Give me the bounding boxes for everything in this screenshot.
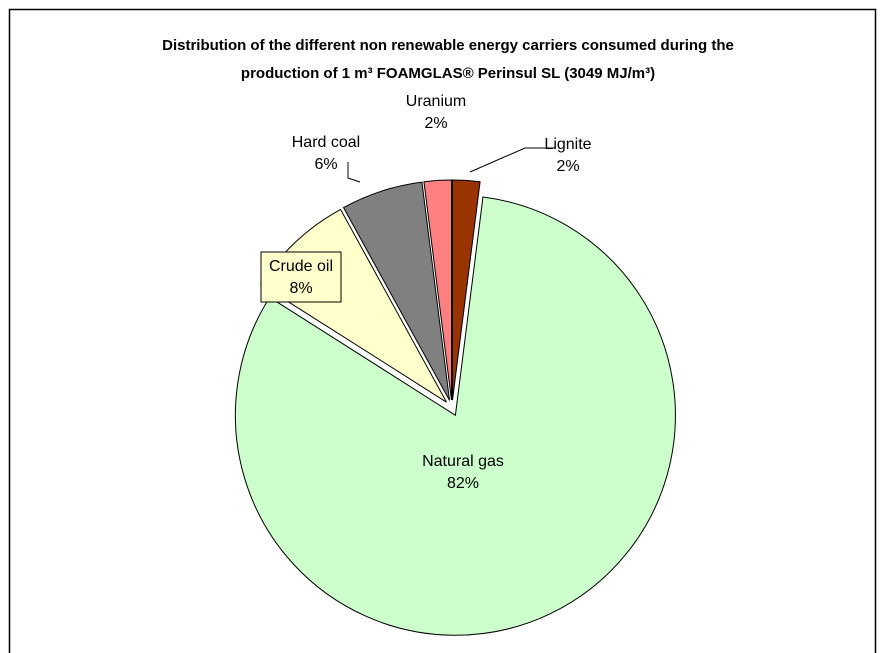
label-box (260, 251, 342, 303)
pie-slice (342, 181, 451, 401)
pie-slice (452, 179, 481, 401)
chart-title: production of 1 m³ FOAMGLAS® Perinsul SL… (241, 65, 655, 82)
value-label: 2% (424, 115, 447, 132)
pie-slice (234, 196, 676, 636)
slice-label: Crude oil (269, 258, 333, 275)
slice-label: Uranium (406, 93, 466, 110)
leader-line (469, 147, 555, 173)
chart-title: Distribution of the different non renewa… (162, 37, 734, 54)
value-label: 8% (289, 280, 312, 297)
slice-label: Natural gas (422, 453, 504, 470)
leader-line (347, 162, 361, 183)
pie-slice (423, 179, 452, 401)
value-label: 6% (314, 156, 337, 173)
slice-label: Hard coal (292, 134, 360, 151)
slice-label: Lignite (544, 136, 591, 153)
value-label: 82% (447, 475, 479, 492)
value-label: 2% (556, 158, 579, 175)
